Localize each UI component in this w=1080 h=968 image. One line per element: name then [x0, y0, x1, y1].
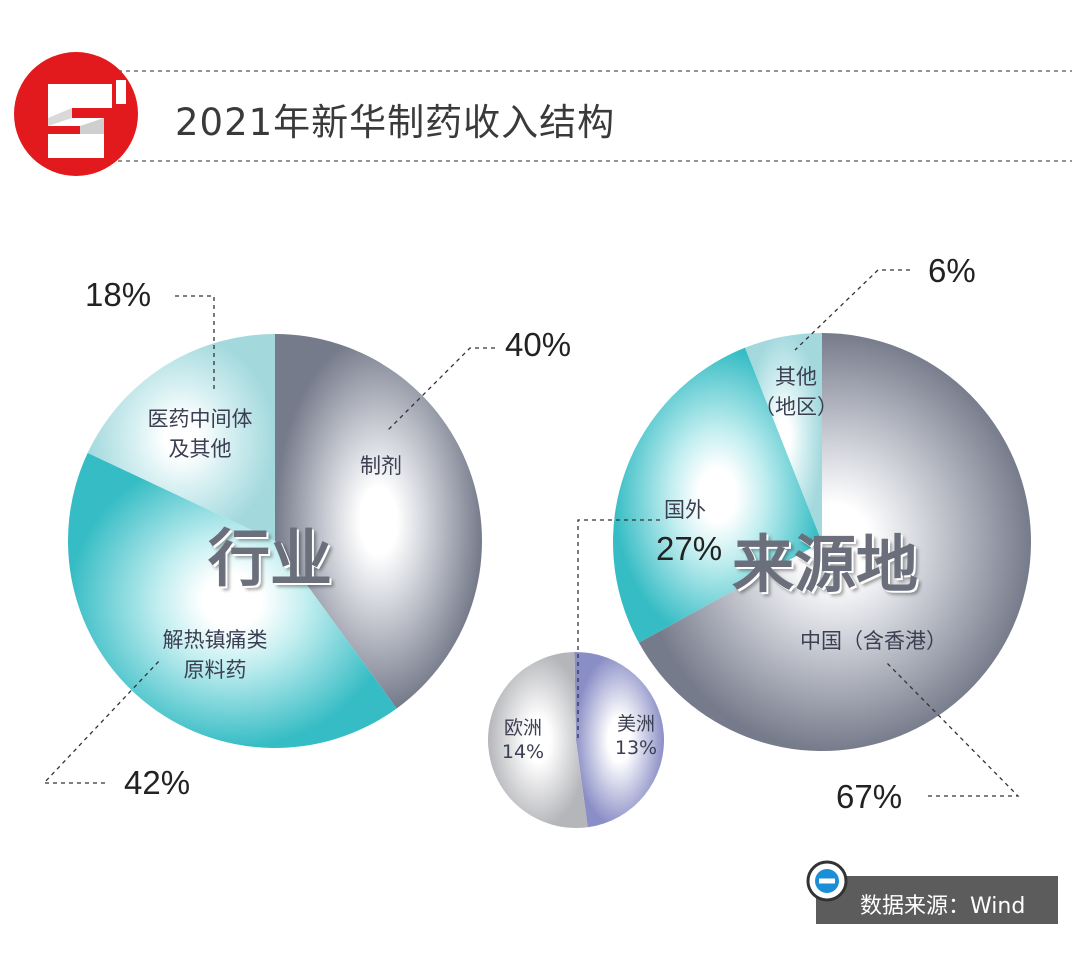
pct-label-18: 18% [85, 276, 152, 313]
pie-slice-formulation [275, 334, 482, 709]
brand-logo [14, 52, 138, 176]
pct-label-27: 27% [656, 530, 723, 567]
pct-label-40: 40% [505, 326, 572, 363]
slice-label-china: 中国（含香港） [800, 629, 947, 653]
pie-slice-other-regions [745, 333, 822, 542]
pct-label-42: 42% [124, 764, 191, 801]
pie-slice-api [67, 452, 397, 748]
origin-center-label: 来源地 [732, 528, 919, 601]
page-title: 2021年新华制药收入结构 [175, 101, 616, 144]
slice-label-europe: 欧洲 14% [501, 717, 545, 763]
pie-slice-china [638, 333, 1031, 751]
leader-line-6 [794, 269, 910, 351]
pie-slice-europe [487, 652, 588, 828]
source-badge [816, 876, 1058, 924]
slice-label-americas: 美洲 13% [614, 713, 658, 759]
slice-label-formulation: 制剂 [360, 454, 402, 478]
pie-origin [612, 333, 1031, 751]
industry-center-label: 行业 [208, 522, 333, 595]
pie-slice-intermediates [87, 334, 275, 541]
slice-label-other-regions: 其他 （地区） [754, 365, 838, 419]
leader-line-67 [885, 661, 1020, 797]
pct-label-67: 67% [836, 778, 903, 815]
source-text: 数据来源：Wind [860, 894, 1026, 919]
slice-label-intermediates: 医药中间体 及其他 [147, 407, 253, 461]
pct-label-6: 6% [928, 252, 976, 289]
pie-foreign [487, 652, 664, 828]
leader-line-40 [385, 347, 495, 433]
pie-slice-americas [574, 652, 664, 828]
pie-slice-foreign [612, 347, 822, 643]
source-info-icon [806, 860, 848, 902]
slice-label-api: 解热镇痛类 原料药 [162, 628, 268, 682]
leader-line-27 [577, 519, 660, 742]
pie-industry [67, 334, 482, 748]
slice-label-foreign: 国外 [664, 498, 706, 522]
